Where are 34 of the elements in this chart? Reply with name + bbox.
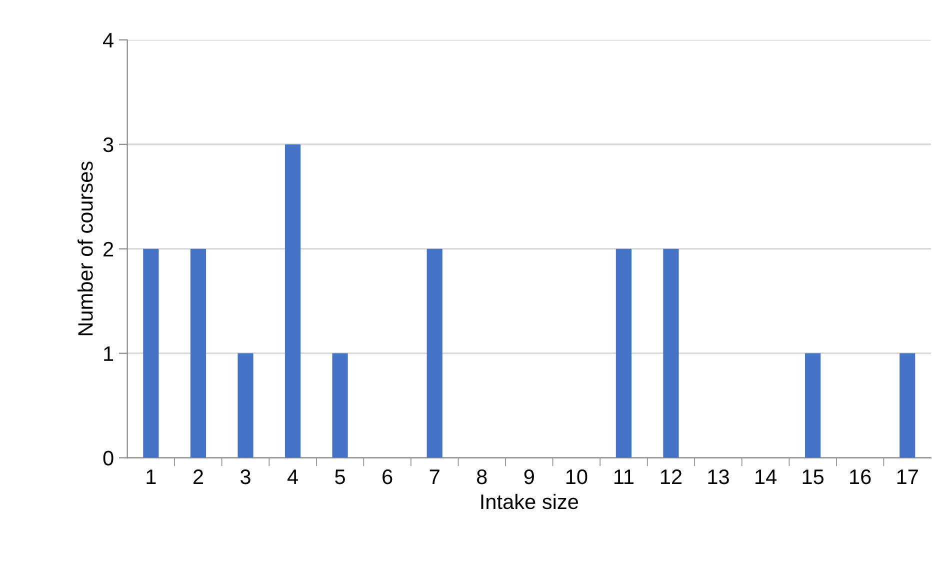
y-tick-label: 3 <box>103 137 114 152</box>
bar <box>332 353 348 458</box>
bar <box>143 248 159 458</box>
bar <box>284 144 301 458</box>
y-tick-label: 1 <box>104 346 114 361</box>
y-tick-label: 4 <box>103 33 114 48</box>
bar <box>190 248 206 458</box>
x-tick-label: 7 <box>430 470 440 484</box>
x-tick-label: 13 <box>708 469 729 484</box>
x-tick-label: 17 <box>897 470 918 484</box>
y-axis-title: Number of courses <box>78 162 93 336</box>
bar <box>900 353 916 458</box>
x-tick-label: 6 <box>382 469 392 484</box>
x-tick-label: 5 <box>335 470 345 484</box>
bar <box>426 248 442 458</box>
bar <box>616 248 632 458</box>
y-tick-label: 2 <box>104 242 114 256</box>
x-tick-label: 3 <box>240 469 250 484</box>
bar <box>805 353 821 458</box>
x-tick-label: 4 <box>287 470 298 484</box>
x-tick-label: 14 <box>756 470 777 484</box>
x-tick-label: 11 <box>614 470 634 484</box>
bar <box>663 248 679 458</box>
x-tick-label: 10 <box>566 469 588 484</box>
x-tick-label: 16 <box>850 469 871 484</box>
x-tick-label: 1 <box>146 470 156 484</box>
x-axis-title: Intake size <box>481 494 578 510</box>
bar <box>238 353 254 458</box>
x-tick-label: 12 <box>660 469 682 484</box>
y-tick-label: 0 <box>103 450 114 466</box>
x-tick-label: 9 <box>524 469 534 484</box>
x-tick-label: 8 <box>476 469 487 484</box>
x-tick-label: 15 <box>802 470 824 484</box>
x-tick-label: 2 <box>193 469 203 484</box>
